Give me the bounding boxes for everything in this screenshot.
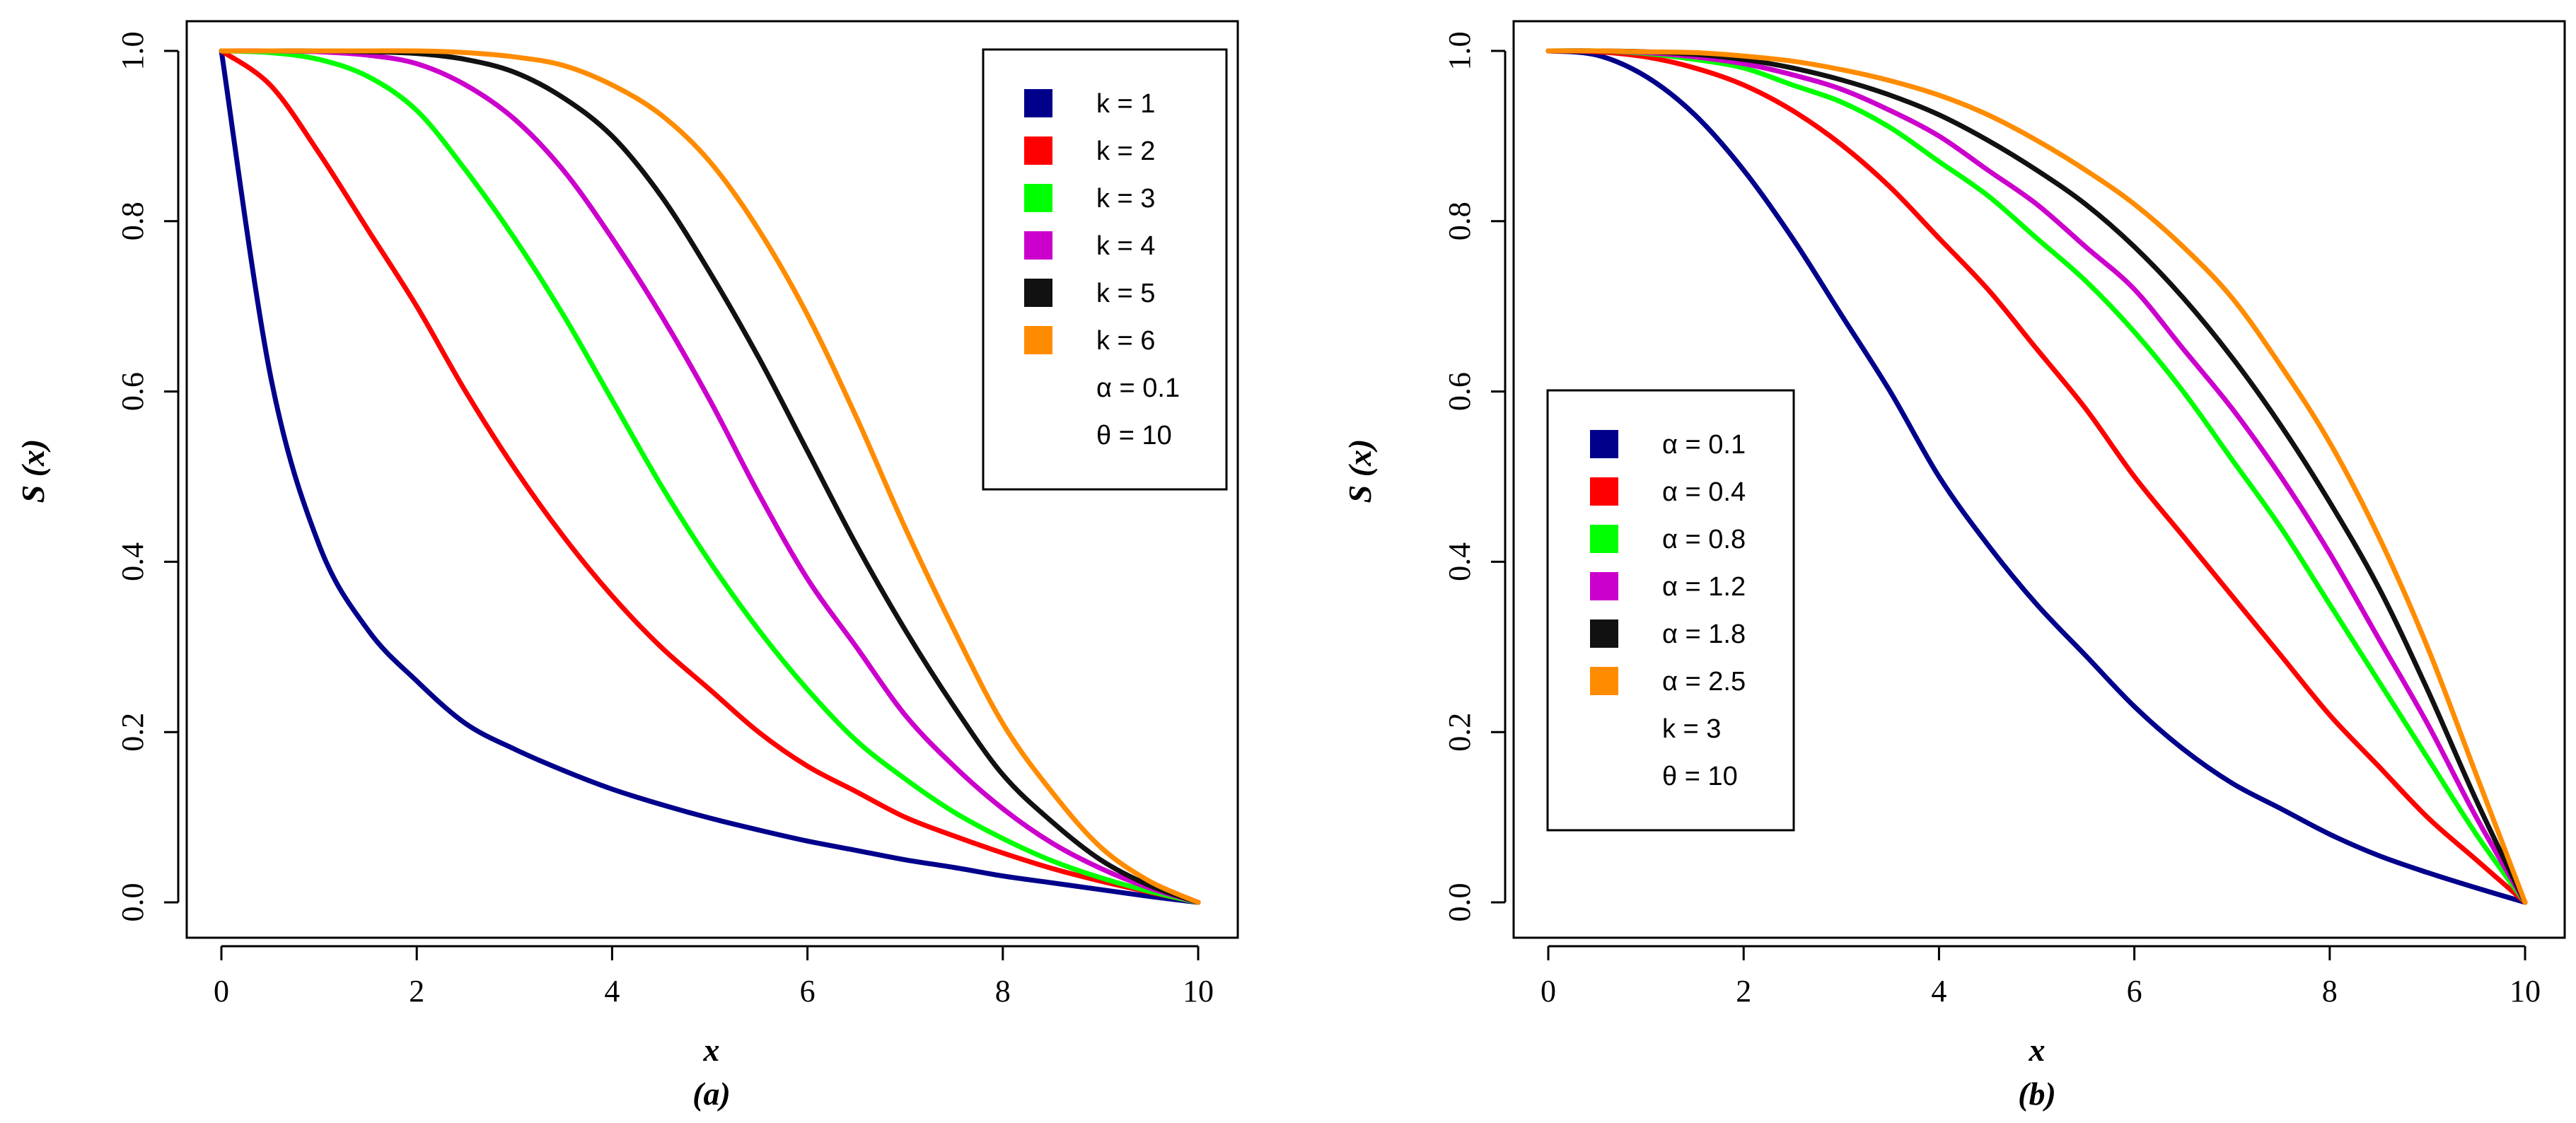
series-line-b-6 bbox=[1545, 48, 2528, 905]
axes-b: 0 2 4 6 8 10 0.0 0.2 0.4 0.6 0.8 1.0 bbox=[1442, 32, 2541, 1009]
legend-swatch-b-6 bbox=[1590, 667, 1618, 695]
legend-label-b-5: α = 1.8 bbox=[1662, 619, 1746, 649]
series-line-b-2 bbox=[1545, 48, 2528, 905]
x-tick-label-a: 2 bbox=[409, 974, 424, 1008]
legend-swatch-a-4 bbox=[1024, 231, 1052, 260]
legend-label-b-2: α = 0.4 bbox=[1662, 477, 1746, 507]
series-line-a-3 bbox=[219, 48, 1201, 905]
legend-label-a-4: k = 4 bbox=[1096, 231, 1155, 261]
panel-caption-b: (b) bbox=[2018, 1076, 2056, 1112]
y-tick-label-b: 0.6 bbox=[1442, 372, 1477, 411]
legend-note-a-1: α = 0.1 bbox=[1096, 373, 1180, 403]
x-tick-label-b: 2 bbox=[1736, 974, 1751, 1008]
y-tick-label-a: 0.2 bbox=[115, 713, 150, 752]
curves-b bbox=[1545, 48, 2528, 905]
legend-swatch-b-1 bbox=[1590, 430, 1618, 458]
y-axis-title-a: S (x) bbox=[15, 439, 51, 504]
series-line-a-6 bbox=[219, 48, 1201, 905]
x-tick-label-b: 8 bbox=[2322, 974, 2338, 1008]
legend-swatch-b-3 bbox=[1590, 525, 1618, 553]
legend-label-b-1: α = 0.1 bbox=[1662, 430, 1746, 460]
y-tick-label-a: 1.0 bbox=[115, 32, 150, 71]
y-tick-label-b: 0.2 bbox=[1442, 713, 1477, 752]
y-tick-label-b: 0.0 bbox=[1442, 883, 1477, 922]
legend-a: k = 1 k = 2 k = 3 k = 4 k = 5 k = 6 α = 0.1 θ =… bbox=[982, 48, 1228, 491]
legend-note-b-1: k = 3 bbox=[1662, 714, 1721, 744]
x-tick-label-a: 4 bbox=[604, 974, 620, 1008]
legend-swatch-b-4 bbox=[1590, 572, 1618, 600]
legend-label-a-1: k = 1 bbox=[1096, 89, 1155, 119]
y-axis-title-b: S (x) bbox=[1342, 439, 1378, 504]
panel-a: 0 2 4 6 8 10 0.0 0.2 0.4 0.6 0.8 1.0 S (x) x (a) k … bbox=[15, 20, 1239, 1112]
y-tick-label-b: 1.0 bbox=[1442, 32, 1477, 71]
x-axis-title-a: x bbox=[703, 1032, 720, 1068]
panel-caption-a: (a) bbox=[692, 1076, 731, 1112]
legend-label-b-4: α = 1.2 bbox=[1662, 572, 1746, 602]
legend-swatch-b-2 bbox=[1590, 477, 1618, 506]
series-line-b-1 bbox=[1545, 48, 2528, 905]
x-tick-label-a: 10 bbox=[1183, 974, 1214, 1008]
x-tick-label-a: 8 bbox=[995, 974, 1011, 1008]
y-tick-label-a: 0.4 bbox=[115, 542, 150, 581]
x-tick-label-b: 4 bbox=[1931, 974, 1946, 1008]
y-tick-label-a: 0.6 bbox=[115, 372, 150, 411]
legend-label-a-5: k = 5 bbox=[1096, 279, 1155, 308]
legend-swatch-a-2 bbox=[1024, 136, 1052, 165]
legend-box-a bbox=[982, 48, 1228, 491]
panel-b: 0 2 4 6 8 10 0.0 0.2 0.4 0.6 0.8 1.0 S (x) x (b) α … bbox=[1342, 20, 2566, 1112]
series-line-a-1 bbox=[219, 48, 1201, 905]
legend-swatch-b-5 bbox=[1590, 619, 1618, 648]
legend-swatch-a-5 bbox=[1024, 279, 1052, 307]
legend-label-b-6: α = 2.5 bbox=[1662, 667, 1746, 697]
curves-a bbox=[219, 48, 1201, 905]
legend-label-a-3: k = 3 bbox=[1096, 184, 1155, 214]
legend-label-a-6: k = 6 bbox=[1096, 326, 1155, 356]
axes-a: 0 2 4 6 8 10 0.0 0.2 0.4 0.6 0.8 1.0 bbox=[115, 32, 1214, 1009]
legend-box-b bbox=[1546, 389, 1795, 832]
x-tick-label-a: 6 bbox=[800, 974, 816, 1008]
series-line-b-4 bbox=[1545, 48, 2528, 905]
x-tick-label-b: 10 bbox=[2510, 974, 2541, 1008]
series-line-a-4 bbox=[219, 48, 1201, 905]
legend-swatch-a-6 bbox=[1024, 326, 1052, 354]
x-tick-label-a: 0 bbox=[214, 974, 229, 1008]
legend-label-b-3: α = 0.8 bbox=[1662, 525, 1746, 554]
legend-note-b-2: θ = 10 bbox=[1662, 762, 1738, 791]
legend-label-a-2: k = 2 bbox=[1096, 136, 1155, 166]
series-line-b-3 bbox=[1545, 48, 2528, 905]
y-tick-label-b: 0.8 bbox=[1442, 202, 1477, 240]
x-axis-title-b: x bbox=[2029, 1032, 2046, 1068]
series-line-b-5 bbox=[1545, 48, 2528, 905]
plot-frame-a bbox=[185, 20, 1239, 939]
legend-swatch-a-1 bbox=[1024, 89, 1052, 117]
y-tick-label-a: 0.8 bbox=[115, 202, 150, 240]
legend-b: α = 0.1 α = 0.4 α = 0.8 α = 1.2 α = 1.8 α = 2… bbox=[1546, 389, 1795, 832]
x-tick-label-b: 6 bbox=[2127, 974, 2142, 1008]
x-tick-label-b: 0 bbox=[1541, 974, 1556, 1008]
legend-note-a-2: θ = 10 bbox=[1096, 421, 1172, 450]
y-tick-label-b: 0.4 bbox=[1442, 542, 1477, 581]
legend-swatch-a-3 bbox=[1024, 184, 1052, 212]
series-line-a-2 bbox=[219, 48, 1201, 905]
y-tick-label-a: 0.0 bbox=[115, 883, 150, 922]
plot-frame-b bbox=[1512, 20, 2566, 939]
